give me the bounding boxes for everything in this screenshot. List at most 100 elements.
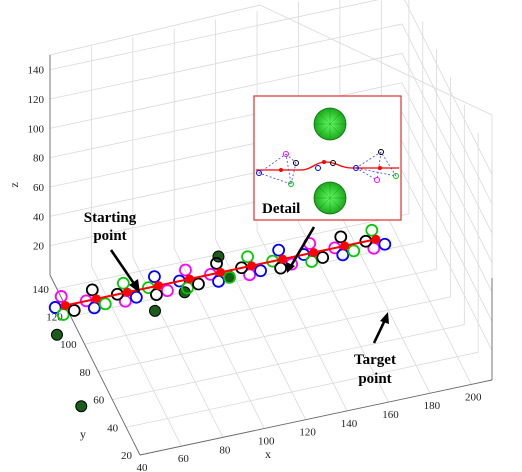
formation-ring <box>378 237 392 251</box>
y-tick-label: 100 <box>60 339 77 351</box>
formation-ring <box>142 281 155 295</box>
z-tick-label: 80 <box>33 153 45 165</box>
trajectory-point <box>340 241 350 251</box>
z-tick-labels: 20 40 60 80 100 120 140 <box>28 65 45 253</box>
z-tick-label: 140 <box>28 65 45 77</box>
x-tick-label: 60 <box>178 453 190 465</box>
formation-ring <box>129 290 143 304</box>
formation-ring <box>85 283 99 297</box>
target-word-1: Target <box>354 352 396 368</box>
z-axis-label: z <box>7 182 21 187</box>
target-word-2: point <box>358 371 391 387</box>
grid-line-x <box>132 37 224 438</box>
y-axis-label: y <box>80 427 86 441</box>
trajectory-point <box>153 281 163 291</box>
x-axis-line <box>139 379 493 456</box>
x-tick-label: 120 <box>299 427 316 439</box>
detail-inset: Detail <box>253 95 402 221</box>
trajectory-point <box>216 267 226 277</box>
x-tick-label: 140 <box>341 418 358 430</box>
starting-point-annotation: Starting point <box>84 210 140 293</box>
formation-ring <box>365 223 379 237</box>
x-axis-label: x <box>265 447 271 461</box>
y-tick-label: 20 <box>121 450 133 462</box>
grid-line-z <box>49 111 493 293</box>
axes-grid <box>49 0 493 456</box>
formation-ring <box>266 254 280 268</box>
detail-label: Detail <box>262 201 300 217</box>
x-tick-label: 160 <box>382 409 399 421</box>
grid-line-z <box>49 82 493 263</box>
grid-line-x <box>91 46 182 447</box>
formation-ring <box>334 230 348 244</box>
formation-ring <box>192 277 205 291</box>
formation-ring <box>285 257 299 271</box>
formation-ring <box>210 256 223 270</box>
grid-line-z <box>49 140 493 322</box>
formation-ring <box>98 297 112 311</box>
formation-ring <box>110 287 124 301</box>
x-tick-label: 80 <box>219 444 231 456</box>
trajectory-point <box>122 287 132 297</box>
formation-ring <box>347 244 361 258</box>
x-tick-label: 200 <box>465 391 482 403</box>
formation-ring <box>272 243 286 257</box>
formation-ring <box>316 251 330 264</box>
formation-ring <box>223 270 236 284</box>
detail-arrow <box>286 226 316 273</box>
formation-ring <box>54 290 68 303</box>
formation-ring <box>241 250 254 264</box>
obstacle <box>75 400 88 413</box>
start-label-line2: point <box>93 228 126 244</box>
y-tick-label: 60 <box>93 395 105 407</box>
z-tick-label: 60 <box>33 182 45 194</box>
formation-ring <box>116 276 130 290</box>
y-tick-labels: 20 40 60 80 100 120 140 <box>32 284 132 462</box>
target-label-line2: point <box>358 371 391 387</box>
trajectory-point <box>371 234 381 244</box>
start-word-1: Starting <box>84 210 137 226</box>
z-tick-label: 100 <box>28 123 45 135</box>
formation-ring <box>179 263 192 277</box>
trajectory-points <box>60 234 381 310</box>
trajectory-point <box>91 294 101 304</box>
obstacle <box>212 250 225 263</box>
y-tick-label: 140 <box>32 284 49 296</box>
formation-ring <box>148 270 161 284</box>
x-tick-label: 100 <box>258 436 275 448</box>
z-tick-label: 40 <box>33 211 45 223</box>
formation-ring <box>328 241 342 255</box>
obstacle <box>148 304 161 317</box>
x-tick-label: 40 <box>137 462 149 472</box>
grid-line-z <box>49 170 493 351</box>
grid-line-z <box>49 23 493 205</box>
formation-ring <box>359 234 373 248</box>
formation-ring <box>254 264 267 278</box>
x-tick-label: 180 <box>424 400 441 412</box>
formation-ring <box>173 274 186 288</box>
formation-ring <box>79 294 93 308</box>
formation-ring <box>161 284 174 298</box>
formation-ring <box>48 301 62 314</box>
obstacle <box>50 328 63 341</box>
trajectory-point <box>309 248 319 258</box>
z-tick-label: 120 <box>28 94 45 106</box>
trajectory-point <box>247 261 257 271</box>
formation-ring <box>235 261 248 275</box>
start-word-2: point <box>93 228 126 244</box>
grid-line-z <box>49 0 493 175</box>
start-label-line1: Starting <box>84 210 137 226</box>
formation-ring <box>67 304 81 317</box>
formation-ring <box>204 267 217 281</box>
y-tick-label: 40 <box>107 422 119 434</box>
target-point-annotation: Target point <box>354 312 396 387</box>
trajectory-point <box>184 274 194 284</box>
grid-line-x <box>173 28 265 429</box>
y-tick-label: 80 <box>79 367 91 379</box>
trajectory-point <box>60 300 70 310</box>
grid-line-z <box>49 52 493 234</box>
y-tick-label: 120 <box>46 312 63 324</box>
x-tick-labels: 40 60 80 100 120 140 160 180 200 <box>137 391 483 472</box>
target-label-line1: Target <box>354 352 396 368</box>
